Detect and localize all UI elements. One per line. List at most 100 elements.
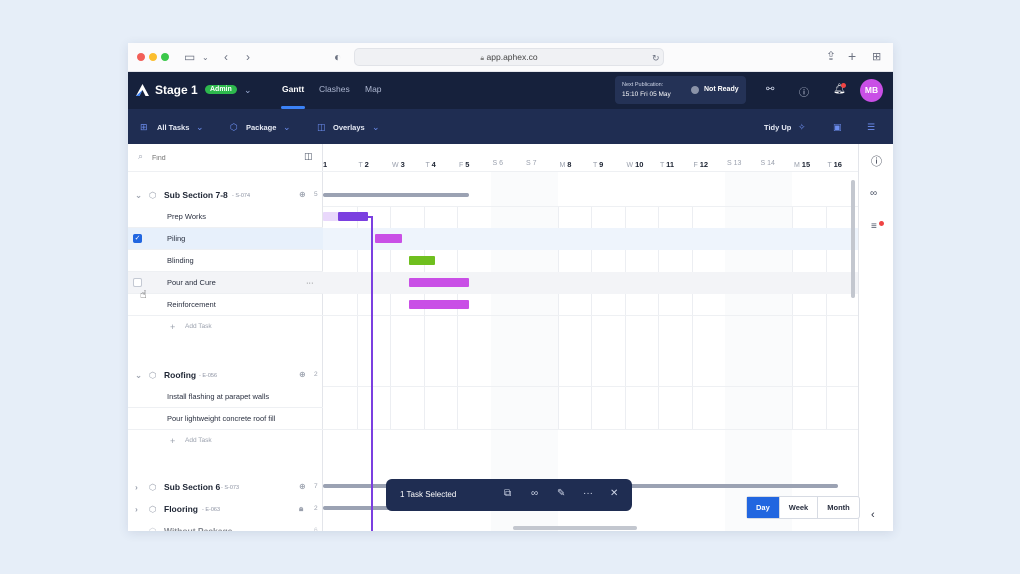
section-row[interactable]: ⌄ ⬡ Sub Section 7-8 - S-074 ⊕ 5 xyxy=(128,184,323,206)
chevron-down-icon[interactable]: ⌄ xyxy=(372,122,380,132)
all-tasks-filter[interactable]: All Tasks xyxy=(157,123,190,132)
section-count: 2 xyxy=(314,371,318,378)
section-count: 6 xyxy=(314,527,318,531)
section-grid-block xyxy=(323,386,858,430)
calendar-icon[interactable]: ▣ xyxy=(833,122,842,132)
tab-gantt[interactable]: Gantt xyxy=(282,84,305,94)
search-input[interactable] xyxy=(152,151,272,165)
package-filter[interactable]: Package xyxy=(246,123,277,132)
chevron-down-icon[interactable]: ⌄ xyxy=(135,190,143,200)
link-icon[interactable]: ∞ xyxy=(531,488,539,499)
network-icon[interactable]: ⚯ xyxy=(766,84,775,95)
section-name: Roofing xyxy=(164,370,197,380)
new-tab-icon[interactable]: + xyxy=(848,48,857,64)
tab-map[interactable]: Map xyxy=(365,84,382,94)
section-row[interactable]: › ⬡ Flooring - E-063 🔒︎ 2 xyxy=(128,498,323,520)
panel-layout-icon[interactable]: ◫ xyxy=(304,151,313,161)
tidy-up-icon[interactable]: ✧ xyxy=(798,122,806,132)
close-dot[interactable] xyxy=(137,53,145,61)
day-label: F 12 xyxy=(694,160,709,169)
task-row[interactable]: Reinforcement xyxy=(128,294,323,316)
add-task-row[interactable]: + Add Task xyxy=(128,316,323,338)
share-icon[interactable]: ⇪ xyxy=(826,49,837,63)
back-icon[interactable]: ‹ xyxy=(224,50,228,64)
link-icon[interactable]: ∞ xyxy=(870,188,878,199)
zoom-dot[interactable] xyxy=(161,53,169,61)
url-text: app.aphex.co xyxy=(486,52,538,62)
help-icon[interactable]: ⓘ xyxy=(799,88,809,99)
chevron-down-icon[interactable]: ⌄ xyxy=(283,122,291,132)
collapse-panel-icon[interactable]: ‹ xyxy=(871,509,875,521)
chevron-down-icon[interactable]: ⌄ xyxy=(135,370,143,380)
task-bar-piling[interactable] xyxy=(375,234,402,243)
week-view-button[interactable]: Week xyxy=(780,497,819,518)
task-bar-pour-and-cure[interactable] xyxy=(409,278,469,287)
task-bar-prep-works-progress[interactable] xyxy=(323,212,338,221)
activity-list-icon[interactable]: ≡ xyxy=(871,221,877,232)
day-label: W 3 xyxy=(392,160,405,169)
dependency-connector xyxy=(367,216,372,218)
horizontal-scrollbar[interactable] xyxy=(513,526,637,530)
checkbox-checked-icon[interactable]: ✓ xyxy=(133,234,142,243)
forward-icon[interactable]: › xyxy=(246,50,250,64)
checkbox[interactable] xyxy=(133,278,142,287)
task-bar-blinding[interactable] xyxy=(409,256,435,265)
task-row[interactable]: Install flashing at parapet walls xyxy=(128,386,323,408)
avatar[interactable]: MB xyxy=(860,79,883,102)
minimize-dot[interactable] xyxy=(149,53,157,61)
vertical-scrollbar[interactable] xyxy=(851,180,855,298)
chevron-right-icon[interactable]: › xyxy=(135,482,138,492)
selection-toolbar: 1 Task Selected ⧉ ∞ ✎ ··· ✕ xyxy=(386,479,632,511)
section-row[interactable]: › ⬡ Sub Section 6 - S-073 ⊕ 7 xyxy=(128,476,323,498)
task-bar-prep-works[interactable] xyxy=(338,212,368,221)
search-icon: ⌕ xyxy=(138,151,144,161)
more-icon[interactable]: ··· xyxy=(583,488,593,499)
bell-icon[interactable]: 🔔︎ xyxy=(833,84,846,95)
task-row-hover[interactable]: Pour and Cure ··· xyxy=(128,272,323,294)
task-bar-reinforcement[interactable] xyxy=(409,300,469,309)
chevron-down-icon[interactable]: ⌄ xyxy=(202,53,209,62)
chevron-down-icon[interactable]: ⌄ xyxy=(135,526,143,531)
chevron-down-icon[interactable]: ⌄ xyxy=(196,122,204,132)
chevron-right-icon[interactable]: › xyxy=(135,504,138,514)
tidy-up-button[interactable]: Tidy Up xyxy=(764,123,792,132)
day-of-week: T xyxy=(358,162,365,169)
publication-panel[interactable]: Next Publication: 15:10 Fri 05 May Not R… xyxy=(615,76,746,104)
add-task-row[interactable]: + Add Task xyxy=(128,430,323,452)
task-name: Piling xyxy=(167,234,186,243)
task-row[interactable]: Blinding xyxy=(128,250,323,272)
close-icon[interactable]: ✕ xyxy=(610,488,619,499)
task-name: Pour and Cure xyxy=(167,278,216,287)
overlays-filter[interactable]: Overlays xyxy=(333,123,365,132)
task-row[interactable]: Prep Works xyxy=(128,206,323,228)
filter-icon[interactable]: ☰ xyxy=(867,122,876,132)
section-summary-bar[interactable] xyxy=(323,506,393,510)
info-icon[interactable]: ⓘ xyxy=(871,156,882,168)
task-row-selected[interactable]: ✓ Piling xyxy=(128,228,323,250)
tab-clashes[interactable]: Clashes xyxy=(319,84,350,94)
address-bar[interactable]: 🔒︎ app.aphex.co xyxy=(354,48,664,66)
section-row[interactable]: ⌄ ⬡ Roofing - E-056 ⊕ 2 xyxy=(128,364,323,386)
status-dot-icon xyxy=(691,86,699,94)
section-summary-bar[interactable] xyxy=(323,193,469,197)
section-row[interactable]: ⌄ ⬡ Without Package 6 xyxy=(128,520,323,531)
reload-icon[interactable]: ↻ xyxy=(652,53,660,63)
project-dropdown-chevron-icon[interactable]: ⌄ xyxy=(244,85,252,95)
shield-icon[interactable]: ◐ xyxy=(334,50,342,64)
month-view-button[interactable]: Month xyxy=(827,503,850,512)
package-icon: ⬡ xyxy=(149,504,157,514)
grid-line xyxy=(792,206,793,430)
day-view-button[interactable]: Day xyxy=(747,497,780,518)
hover-row-band xyxy=(323,272,858,294)
section-code: - E-063 xyxy=(202,507,221,513)
sidebar-icon[interactable]: ▭ xyxy=(184,50,196,64)
tabs-grid-icon[interactable]: ⊞ xyxy=(872,51,882,63)
duplicate-icon[interactable]: ⧉ xyxy=(504,488,512,499)
right-side-panel: ⓘ ∞ ≡ ‹ xyxy=(858,144,893,531)
task-row[interactable]: Pour lightweight concrete roof fill xyxy=(128,408,323,430)
edit-icon[interactable]: ✎ xyxy=(557,488,566,499)
day-of-week: T xyxy=(425,162,432,169)
timeline-header xyxy=(323,144,858,172)
more-icon[interactable]: ··· xyxy=(306,278,314,287)
day-label: T 16 xyxy=(828,160,842,169)
